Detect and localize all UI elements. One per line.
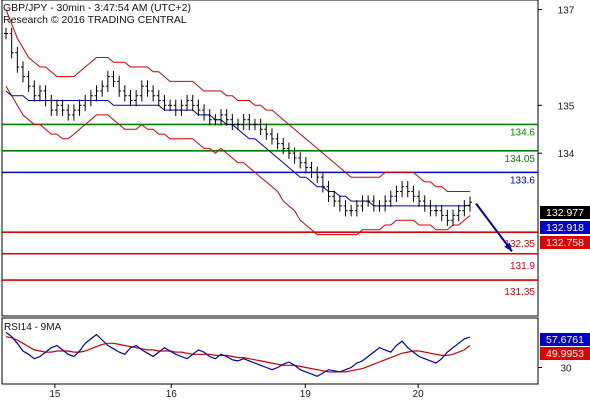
level-label: 133.6 bbox=[510, 175, 535, 186]
rsi-tag-label: 49.9953 bbox=[546, 348, 584, 360]
x-axis-label: 16 bbox=[166, 389, 178, 400]
price-axis-label: 134 bbox=[558, 149, 575, 160]
x-axis-label: 15 bbox=[49, 389, 61, 400]
rsi-label: RSI14 - 9MA bbox=[4, 322, 62, 333]
price-tag-label: 132.977 bbox=[546, 207, 584, 219]
rsi-line bbox=[5, 331, 471, 377]
price-tag-label: 132.758 bbox=[546, 237, 584, 249]
price-axis-label: 137 bbox=[558, 6, 575, 17]
price-tag-bg bbox=[540, 221, 590, 234]
level-label: 131.9 bbox=[510, 261, 535, 272]
bollinger-upper-band bbox=[5, 9, 470, 192]
price-axis-label: 135 bbox=[558, 101, 575, 112]
rsi-tag-label: 57.6761 bbox=[546, 334, 584, 346]
chart-title: GBP/JPY - 30min - 3:47:54 AM (UTC+2) bbox=[3, 2, 192, 14]
rsi-tag-bg bbox=[540, 347, 590, 360]
bollinger-lower-band bbox=[5, 85, 471, 236]
price-tag-bg bbox=[540, 236, 590, 249]
forecast-arrow-head bbox=[504, 242, 512, 252]
rsi-axis-label: 30 bbox=[560, 364, 572, 375]
forecast-arrow bbox=[475, 202, 513, 252]
chart-copyright: Research © 2016 TRADING CENTRAL bbox=[3, 14, 187, 26]
level-label: 134.05 bbox=[504, 154, 535, 165]
x-axis-label: 19 bbox=[300, 389, 312, 400]
price-tag-label: 132.918 bbox=[546, 222, 584, 234]
level-label: 132.35 bbox=[504, 239, 535, 250]
x-axis-label: 20 bbox=[413, 389, 425, 400]
moving-average-line bbox=[5, 90, 471, 207]
rsi-tag-bg bbox=[540, 333, 590, 346]
rsi-ma-line bbox=[5, 336, 471, 373]
level-label: 131.35 bbox=[504, 287, 535, 298]
price-tag-bg bbox=[540, 206, 590, 219]
main-panel-frame bbox=[1, 0, 539, 317]
level-label: 134.6 bbox=[510, 127, 535, 138]
